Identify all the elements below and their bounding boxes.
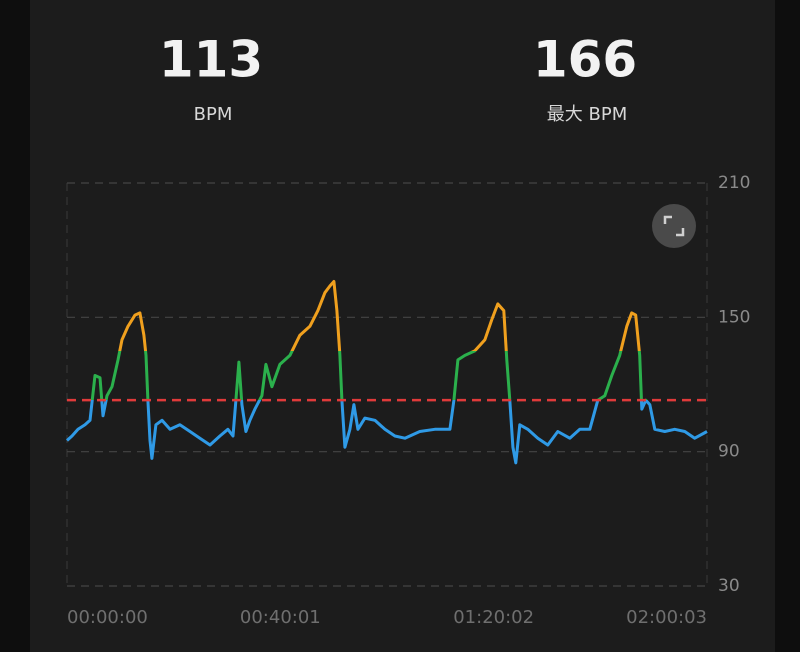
current-bpm: 113 xyxy=(159,31,263,89)
plot: 30 90 150 210 00:00:00 00:40:01 01:20:02 02:00:… xyxy=(65,173,750,628)
y-tick-label: 30 xyxy=(718,576,740,596)
panel xyxy=(30,0,775,652)
x-tick-label: 00:00:00 xyxy=(67,607,148,628)
y-tick-label: 90 xyxy=(718,442,740,462)
expand-button[interactable] xyxy=(652,204,696,248)
max-bpm: 166 xyxy=(533,31,637,89)
x-tick-label: 02:00:03 xyxy=(626,607,707,628)
current-bpm-label: BPM xyxy=(194,104,233,125)
y-tick-label: 210 xyxy=(718,173,750,193)
expand-icon[interactable] xyxy=(663,215,685,237)
max-bpm-label: 最大 BPM xyxy=(547,104,627,125)
expand-circle[interactable] xyxy=(652,204,696,248)
y-tick-label: 150 xyxy=(718,307,750,327)
x-tick-label: 01:20:02 xyxy=(453,607,534,628)
x-tick-label: 00:40:01 xyxy=(240,607,321,628)
